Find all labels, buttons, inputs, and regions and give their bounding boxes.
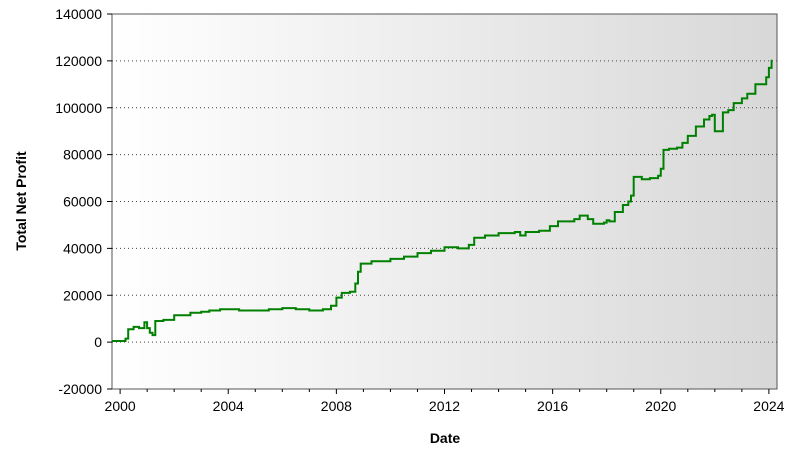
x-axis: 2000 2004 2008 2012 2016 2020 2024: [105, 389, 785, 414]
y-tick-label: 120000: [55, 53, 102, 69]
y-tick-label: 20000: [63, 287, 102, 303]
y-tick-label: 80000: [63, 147, 102, 163]
y-tick-label: 0: [94, 334, 102, 350]
y-tick-label: -20000: [58, 381, 102, 397]
y-tick-label: 100000: [55, 100, 102, 116]
y-axis: -20000 0 20000 40000 60000 80000 100000 120000 1…: [55, 6, 112, 397]
y-tick-label: 40000: [63, 240, 102, 256]
x-tick-label: 2016: [537, 398, 568, 414]
x-tick-label: 2020: [645, 398, 676, 414]
y-axis-title: Total Net Profit: [13, 151, 29, 251]
x-tick-label: 2008: [321, 398, 352, 414]
x-tick-label: 2000: [105, 398, 136, 414]
x-tick-label: 2012: [429, 398, 460, 414]
y-tick-label: 140000: [55, 6, 102, 22]
x-tick-label: 2024: [753, 398, 784, 414]
y-tick-label: 60000: [63, 194, 102, 210]
x-tick-label: 2004: [213, 398, 244, 414]
series-layer: [112, 59, 773, 342]
x-axis-title: Date: [430, 430, 461, 446]
series-line-total-net-profit: [112, 59, 773, 342]
